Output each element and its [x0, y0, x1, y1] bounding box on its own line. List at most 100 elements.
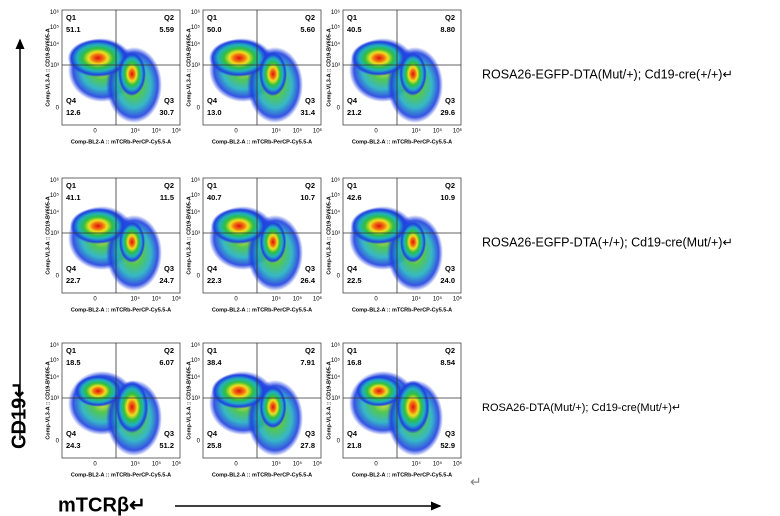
- paragraph-mark: ↵: [470, 474, 482, 490]
- population: [350, 39, 408, 77]
- y-tick-label: 10³: [331, 396, 340, 402]
- x-tick-label: 10⁵: [152, 461, 162, 468]
- quadrant-name: Q2: [445, 13, 455, 22]
- flow-plot: Q1 42.6 Q2 10.9 Q3 24.0 Q4 22.5 0 10⁴ 10⁵ 10⁶ 0 10³ 10…: [326, 177, 462, 314]
- population: [259, 51, 287, 97]
- quadrant-name: Q4: [207, 96, 218, 105]
- y-tick-label: 10⁶: [331, 9, 341, 16]
- population: [350, 207, 408, 245]
- quadrant-percent: 5.60: [300, 25, 315, 34]
- population: [399, 52, 427, 96]
- y-tick-label: 10⁵: [331, 24, 341, 31]
- quadrant-name: Q4: [347, 429, 358, 438]
- quadrant-percent: 12.6: [66, 108, 81, 117]
- y-axis-label: Comp-VL3-A :: CD19-BV605-A: [186, 361, 192, 439]
- population: [69, 207, 127, 245]
- quadrant-name: Q4: [207, 429, 218, 438]
- y-tick-label: 10⁵: [50, 357, 60, 364]
- x-tick-label: 10⁶: [172, 296, 182, 303]
- y-tick-label: 10⁶: [191, 9, 201, 16]
- x-tick-label: 10⁵: [152, 296, 162, 303]
- x-tick-label: 0: [93, 129, 97, 135]
- x-tick-label: 10⁴: [272, 296, 282, 303]
- quadrant-percent: 11.5: [160, 193, 174, 202]
- quadrant-percent: 18.5: [66, 358, 81, 367]
- y-tick-label: 10⁴: [191, 374, 201, 381]
- x-tick-label: 10⁶: [453, 296, 463, 303]
- y-tick-label: 0: [197, 105, 201, 111]
- y-tick-label: 10⁴: [331, 209, 341, 216]
- quadrant-name: Q3: [164, 264, 174, 273]
- x-tick-label: 10⁶: [453, 461, 463, 468]
- x-tick-label: 0: [234, 297, 238, 303]
- y-tick-label: 0: [197, 438, 201, 444]
- quadrant-name: Q3: [305, 264, 315, 273]
- x-tick-label: 10⁵: [433, 461, 443, 468]
- quadrant-name: Q3: [445, 96, 455, 105]
- x-tick-label: 0: [374, 462, 378, 468]
- quadrant-name: Q2: [305, 346, 315, 355]
- population: [396, 380, 430, 434]
- x-tick-label: 10⁶: [453, 128, 463, 135]
- y-tick-label: 10⁵: [191, 192, 201, 199]
- quadrant-percent: 24.7: [159, 276, 174, 285]
- flow-plot: Q1 18.5 Q2 6.07 Q3 51.2 Q4 24.3 0 10⁴ 10⁵ 10⁶ 0 10³ 10…: [45, 342, 181, 479]
- y-tick-label: 10⁵: [50, 24, 60, 31]
- quadrant-percent: 10.9: [440, 193, 455, 202]
- y-tick-label: 0: [197, 273, 201, 279]
- y-tick-label: 10⁶: [331, 342, 341, 349]
- quadrant-percent: 52.9: [440, 441, 455, 450]
- y-tick-label: 10⁴: [191, 209, 201, 216]
- x-axis-label: Comp-BL2-A :: mTCRb-PerCP-Cy5.5-A: [212, 472, 312, 478]
- x-tick-label: 10⁶: [172, 461, 182, 468]
- flow-plot: Q1 41.1 Q2 11.5 Q3 24.7 Q4 22.7 0 10⁴ 10⁵ 10⁶ 0 10³ 10…: [45, 177, 181, 314]
- x-tick-label: 10⁴: [412, 296, 422, 303]
- y-tick-label: 10⁵: [50, 192, 60, 199]
- quadrant-name: Q1: [347, 13, 357, 22]
- quadrant-name: Q3: [445, 429, 455, 438]
- y-tick-label: 10⁵: [331, 192, 341, 199]
- quadrant-percent: 22.3: [207, 276, 222, 285]
- quadrant-percent: 21.8: [347, 441, 362, 450]
- population: [209, 39, 269, 77]
- y-axis-label: Comp-VL3-A :: CD19-BV605-A: [326, 196, 332, 274]
- quadrant-name: Q1: [66, 13, 76, 22]
- population: [74, 375, 122, 407]
- quadrant-percent: 31.4: [300, 108, 315, 117]
- quadrant-percent: 50.0: [207, 25, 222, 34]
- y-tick-label: 10³: [50, 63, 59, 69]
- x-tick-label: 0: [374, 129, 378, 135]
- y-tick-label: 10⁶: [191, 342, 201, 349]
- y-tick-label: 10⁴: [50, 41, 60, 48]
- quadrant-percent: 25.8: [207, 441, 222, 450]
- x-axis-label: Comp-BL2-A :: mTCRb-PerCP-Cy5.5-A: [71, 139, 171, 145]
- quadrant-name: Q4: [66, 96, 77, 105]
- x-tick-label: 0: [234, 462, 238, 468]
- x-tick-label: 10⁴: [131, 461, 141, 468]
- x-tick-label: 10⁵: [293, 128, 303, 135]
- x-axis-label: Comp-BL2-A :: mTCRb-PerCP-Cy5.5-A: [212, 139, 312, 145]
- population: [118, 221, 146, 263]
- y-tick-label: 10³: [50, 396, 59, 402]
- y-tick-label: 10³: [331, 231, 340, 237]
- quadrant-name: Q3: [305, 429, 315, 438]
- quadrant-name: Q2: [164, 181, 174, 190]
- quadrant-name: Q2: [305, 181, 315, 190]
- row-label: ROSA26-DTA(Mut/+); Cd19-cre(Mut/+)↵: [482, 402, 681, 414]
- quadrant-name: Q4: [347, 264, 358, 273]
- y-tick-label: 10³: [50, 231, 59, 237]
- x-axis-label: Comp-BL2-A :: mTCRb-PerCP-Cy5.5-A: [71, 472, 171, 478]
- x-tick-label: 10⁴: [131, 296, 141, 303]
- quadrant-name: Q1: [207, 181, 217, 190]
- x-axis-label: Comp-BL2-A :: mTCRb-PerCP-Cy5.5-A: [352, 472, 452, 478]
- y-tick-label: 0: [56, 105, 60, 111]
- x-tick-label: 10⁵: [293, 296, 303, 303]
- quadrant-percent: 27.8: [300, 441, 315, 450]
- y-axis-label: Comp-VL3-A :: CD19-BV605-A: [45, 196, 51, 274]
- quadrant-percent: 10.7: [300, 193, 315, 202]
- quadrant-name: Q1: [66, 346, 76, 355]
- flow-plot: Q1 50.0 Q2 5.60 Q3 31.4 Q4 13.0 0 10⁴ 10⁵ 10⁶ 0 10³ 10…: [186, 9, 322, 146]
- row-label: ROSA26-EGFP-DTA(Mut/+); Cd19-cre(+/+)↵: [482, 67, 733, 81]
